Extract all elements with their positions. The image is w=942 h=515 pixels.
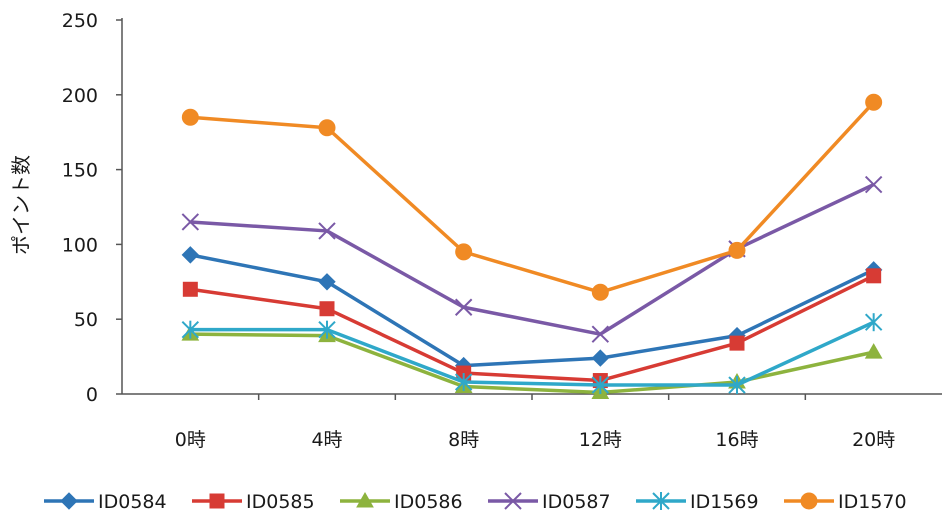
data-point-id1570 bbox=[865, 93, 883, 111]
series-line-id0584 bbox=[189, 253, 875, 368]
data-point-id1569 bbox=[864, 313, 883, 332]
data-point-id1569 bbox=[728, 376, 746, 395]
series-id0584 bbox=[181, 246, 883, 375]
series-line-id1570 bbox=[190, 101, 875, 295]
series-id1569 bbox=[181, 313, 883, 395]
legend-marker bbox=[356, 491, 374, 508]
y-axis-label: ポイント数 bbox=[9, 155, 33, 255]
legend-item-id0586: ID0586 bbox=[340, 491, 463, 513]
data-point-id1569 bbox=[591, 376, 610, 395]
data-point-id0586 bbox=[864, 343, 883, 359]
series-line-id0587 bbox=[190, 182, 875, 336]
legend-item-id0585: ID0585 bbox=[192, 491, 315, 513]
data-point-id1569 bbox=[454, 373, 473, 392]
data-point-id0587 bbox=[318, 222, 336, 240]
data-point-id1570 bbox=[728, 241, 746, 259]
data-point-id1570 bbox=[318, 119, 336, 137]
x-tick-label: 12時 bbox=[579, 429, 622, 451]
series-line-id0586 bbox=[190, 332, 875, 395]
x-tick-label: 8時 bbox=[448, 429, 479, 451]
y-tick-label: 100 bbox=[62, 234, 98, 256]
chart-legend: ID0584 ID0585 ID0586 ID0587 ID1569 ID1570 bbox=[44, 491, 907, 513]
legend-marker bbox=[504, 492, 522, 510]
legend-label: ID0587 bbox=[542, 491, 611, 513]
data-point-id0585 bbox=[866, 268, 882, 284]
data-point-id1570 bbox=[181, 108, 199, 126]
data-point-id1569 bbox=[318, 320, 336, 339]
data-point-id0585 bbox=[182, 281, 198, 297]
data-point-id0584 bbox=[181, 246, 200, 264]
data-point-id0585 bbox=[729, 335, 745, 351]
data-point-id0584 bbox=[318, 273, 336, 291]
legend-label: ID0584 bbox=[98, 491, 167, 513]
legend-item-id0587: ID0587 bbox=[488, 491, 611, 513]
chart-axes: 0 50 100 150 200 250 0時 4時 8時 12時 16時 20時 bbox=[62, 10, 942, 451]
data-point-id1570 bbox=[591, 283, 609, 301]
legend-item-id1570: ID1570 bbox=[784, 491, 907, 513]
y-tick-label: 150 bbox=[62, 160, 98, 182]
legend-marker bbox=[800, 492, 818, 510]
x-tick-label: 4時 bbox=[311, 429, 342, 451]
data-point-id0587 bbox=[454, 298, 473, 316]
legend-label: ID0585 bbox=[246, 491, 315, 513]
legend-marker bbox=[652, 492, 670, 510]
data-point-id1569 bbox=[181, 320, 200, 339]
series-id1570 bbox=[181, 93, 883, 301]
legend-label: ID1569 bbox=[690, 491, 759, 513]
series-line-id1569 bbox=[190, 320, 875, 387]
data-point-id0585 bbox=[319, 301, 335, 317]
legend-item-id1569: ID1569 bbox=[636, 491, 759, 513]
data-point-id0584 bbox=[591, 349, 610, 367]
y-tick-label: 200 bbox=[62, 85, 98, 107]
data-point-id0587 bbox=[864, 175, 883, 194]
chart-series bbox=[181, 93, 883, 400]
series-line-id0585 bbox=[190, 274, 875, 383]
y-tick-label: 50 bbox=[74, 309, 98, 331]
data-point-id0587 bbox=[591, 325, 610, 343]
legend-marker bbox=[60, 492, 78, 510]
data-point-id0587 bbox=[181, 213, 200, 231]
y-tick-label: 250 bbox=[62, 10, 98, 32]
x-tick-label: 0時 bbox=[175, 429, 206, 451]
legend-item-id0584: ID0584 bbox=[44, 491, 167, 513]
x-tick-label: 16時 bbox=[715, 429, 758, 451]
legend-label: ID0586 bbox=[394, 491, 463, 513]
x-tick-label: 20時 bbox=[852, 429, 895, 451]
y-tick-label: 0 bbox=[86, 384, 98, 406]
legend-marker bbox=[209, 493, 225, 509]
legend-label: ID1570 bbox=[838, 491, 907, 513]
data-point-id1570 bbox=[455, 243, 473, 261]
